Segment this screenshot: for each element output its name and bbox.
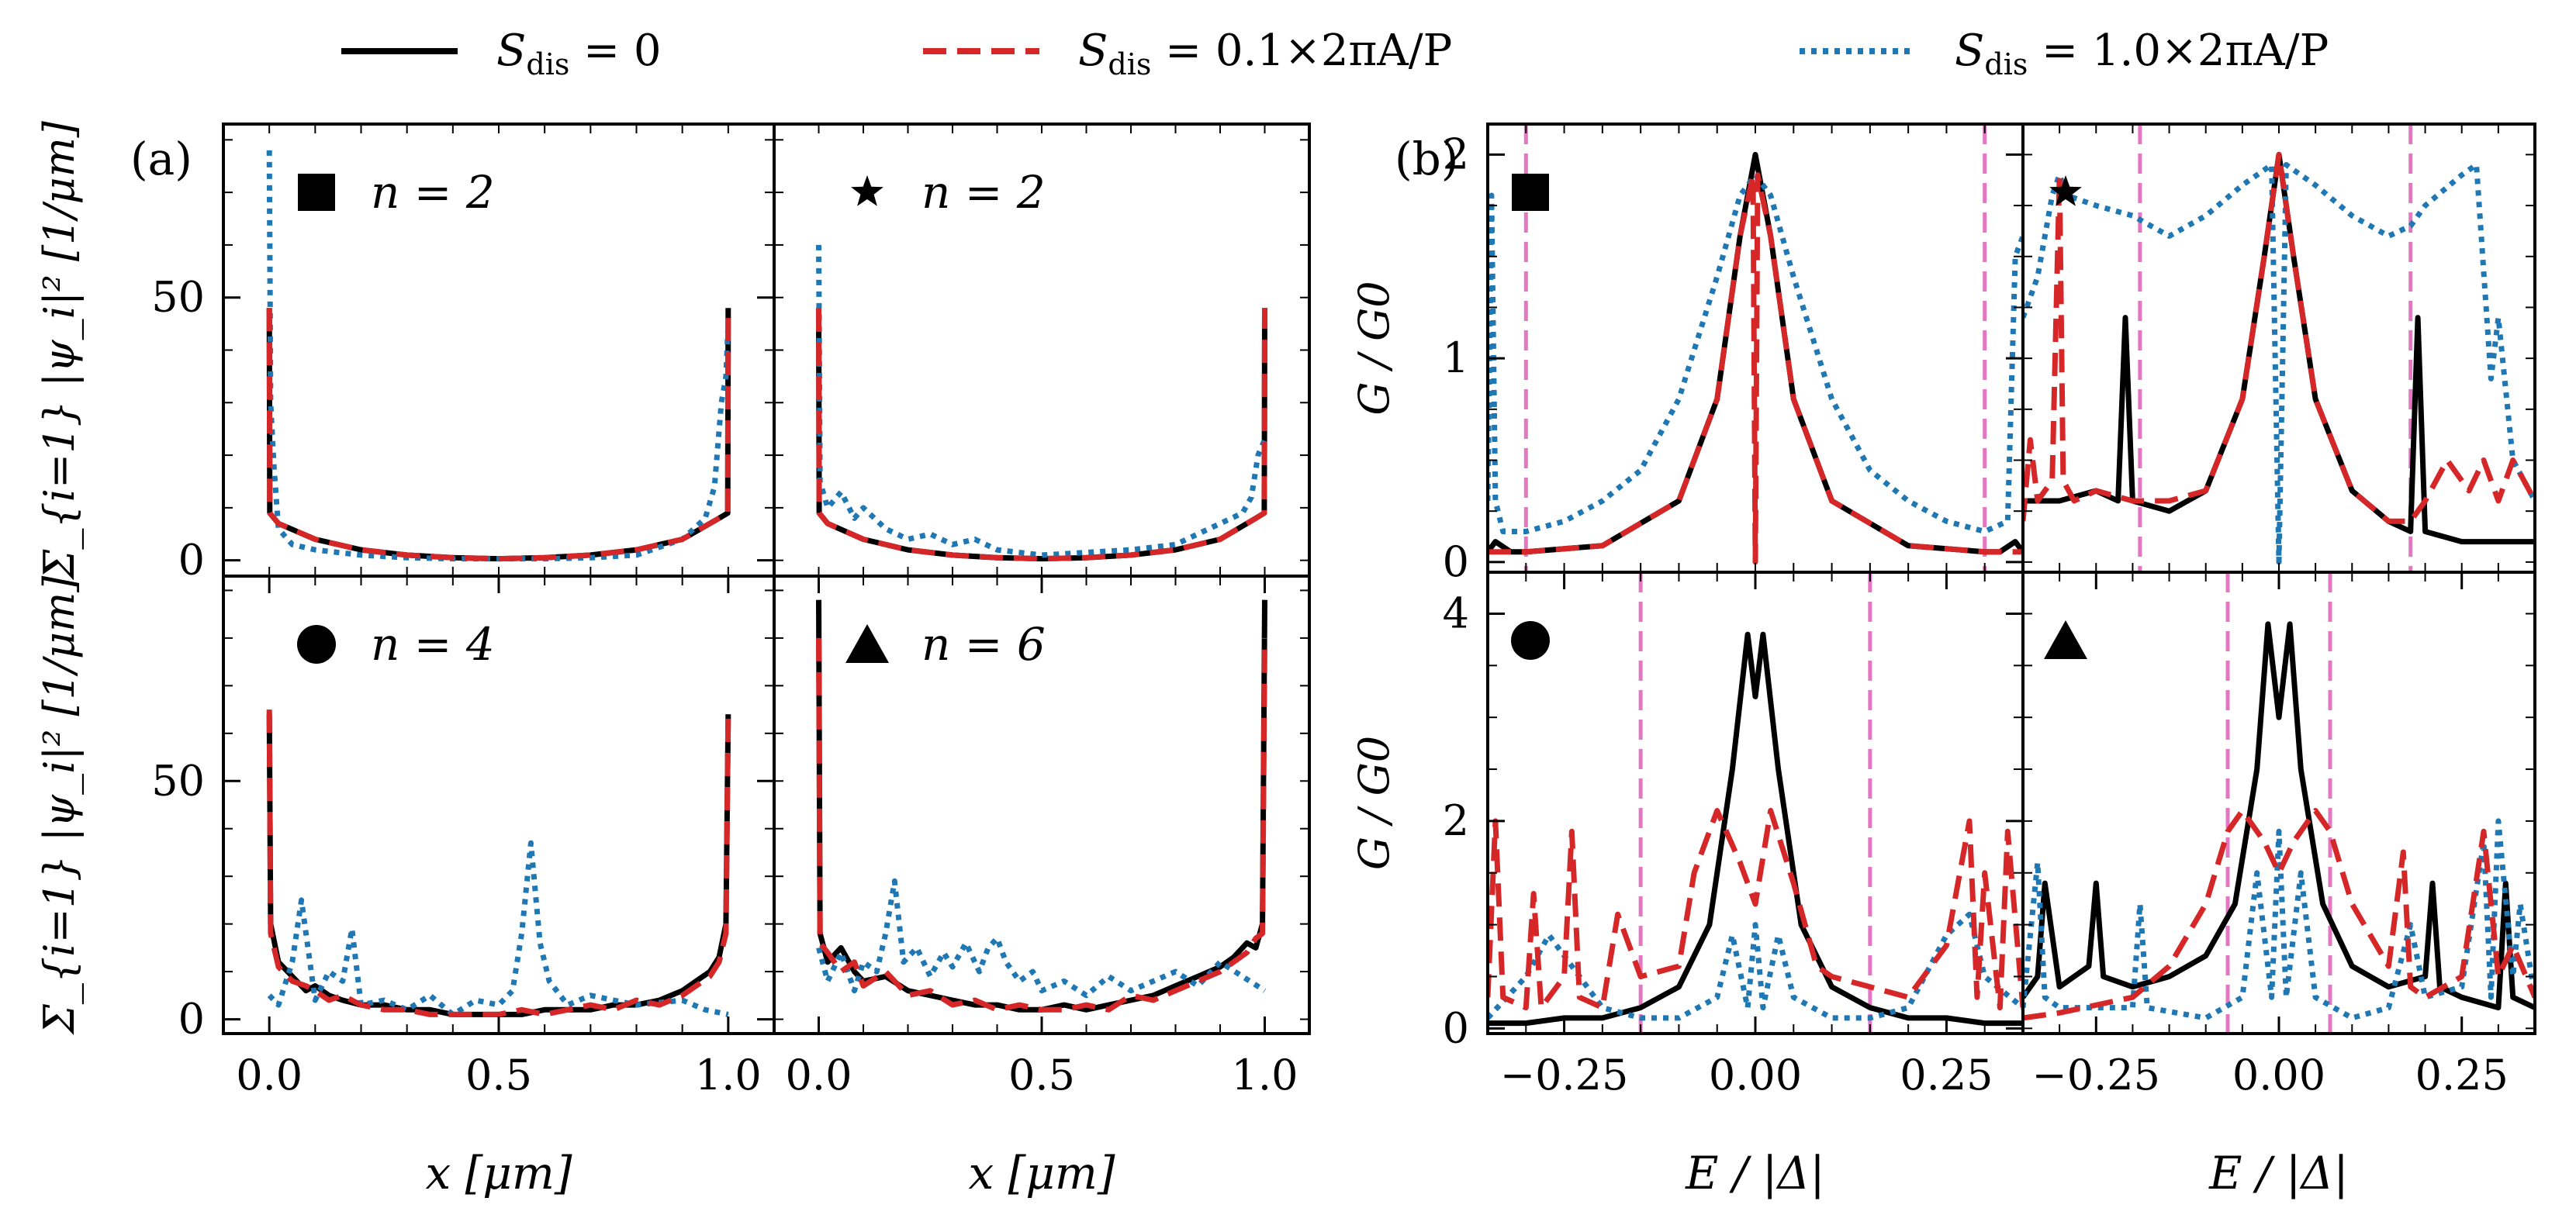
x-axis-label: E / |Δ|	[2208, 1147, 2349, 1199]
series-line-s2	[816, 878, 1267, 999]
series-line-s2	[266, 150, 731, 562]
x-axis-label: x [μm]	[968, 1147, 1115, 1199]
x-tick-label: 1.0	[1232, 1051, 1298, 1099]
y-tick-label: 1	[1443, 333, 1469, 382]
series-line-s1	[1488, 808, 2023, 1011]
y-tick-label: 2	[1443, 129, 1469, 178]
x-tick-label: 0.25	[2415, 1051, 2509, 1099]
panel-b-top-left: 0 1 2 G / G0 (b)	[1350, 123, 2024, 586]
series-line-s1	[2023, 808, 2535, 1021]
panel-label: (b)	[1395, 133, 1458, 185]
x-tick-label: 0.00	[1709, 1051, 1802, 1099]
series-line-s0	[816, 308, 1267, 562]
y-axis-label: Σ_{i=1} |ψ_i|² [1/μm]	[35, 120, 84, 581]
series-line-s1	[816, 637, 1267, 1013]
panel-a-top-left: 0 50 Σ_{i=1} |ψ_i|² [1/μm] (a) n = 2	[35, 120, 776, 585]
x-tick-label: 0.5	[1008, 1051, 1075, 1099]
y-tick-label: 0	[1443, 537, 1469, 586]
legend-label-s1: Sdis = 0.1×2πA/P	[1078, 26, 1452, 81]
series-line-s0	[266, 308, 731, 562]
panel-a-bottom-right: 0.0 0.5 1.0 x [μm] n = 6	[773, 575, 1311, 1199]
series-line-s2	[816, 244, 1267, 558]
panel-label: (a)	[130, 133, 192, 185]
x-tick-label: 0.25	[1900, 1051, 1993, 1099]
legend-label-s0: Sdis = 0	[496, 26, 662, 81]
panel-annotation: n = 6	[921, 618, 1046, 671]
series-line-s1	[266, 308, 731, 562]
series-line-s1	[266, 709, 731, 1017]
series-line-s2	[267, 840, 729, 1017]
x-tick-label: −0.25	[1500, 1051, 1628, 1099]
axes-frame	[1486, 571, 2024, 1035]
y-tick-label: 4	[1443, 589, 1469, 637]
series-line-s1	[2023, 151, 2535, 524]
series-line-s1	[1488, 172, 2023, 565]
x-tick-label: 0.5	[465, 1051, 532, 1099]
x-tick-label: 0.0	[786, 1051, 852, 1099]
x-tick-label: 0.0	[236, 1051, 303, 1099]
y-tick-label: 0	[178, 536, 205, 585]
y-axis-label: Σ_{i=1} |ψ_i|² [1/μm]	[35, 575, 84, 1036]
y-tick-label: 50	[151, 756, 205, 805]
panels: 0 50 Σ_{i=1} |ψ_i|² [1/μm] (a) n = 2 n = 2 0.0…	[35, 120, 2536, 1199]
y-tick-label: 50	[151, 273, 205, 322]
x-tick-label: 1.0	[695, 1051, 762, 1099]
panel-annotation: n = 2	[921, 166, 1046, 219]
star-marker-icon	[851, 175, 883, 206]
panel-b-top-right	[2021, 123, 2536, 574]
x-tick-label: −0.25	[2032, 1051, 2160, 1099]
series-line-s0	[2023, 621, 2535, 1011]
triangle-marker-icon	[845, 624, 889, 663]
series-line-s2	[2023, 162, 2535, 565]
circle-marker-icon	[1511, 621, 1550, 660]
y-axis-label: G / G0	[1350, 281, 1399, 415]
panel-a-bottom-left: 0.0 0.5 1.0 0 50 x [μm] Σ_{i=1} |ψ_i|² [1/μm] n…	[35, 575, 776, 1199]
x-axis-label: x [μm]	[425, 1147, 572, 1199]
panel-annotation: n = 4	[371, 618, 495, 671]
panel-a-top-right: n = 2	[773, 123, 1311, 578]
series-line-s1	[816, 308, 1267, 562]
legend-label-s2: Sdis = 1.0×2πA/P	[1955, 26, 2329, 81]
y-axis-label: G / G0	[1350, 736, 1399, 870]
series-line-s0	[266, 714, 731, 1017]
y-tick-label: 0	[1443, 1003, 1469, 1052]
panel-annotation: n = 2	[371, 166, 495, 219]
x-axis-label: E / |Δ|	[1685, 1147, 1825, 1199]
y-tick-label: 2	[1443, 796, 1469, 845]
triangle-marker-icon	[2044, 620, 2087, 659]
series-line-s2	[1488, 172, 2023, 534]
series-line-s0	[1488, 631, 2023, 1027]
x-tick-label: 0.00	[2232, 1051, 2325, 1099]
star-marker-icon	[2049, 175, 2082, 206]
legend: Sdis = 0 Sdis = 0.1×2πA/P Sdis = 1.0×2πA/P	[341, 26, 2329, 81]
square-marker-icon	[298, 174, 335, 211]
y-tick-label: 0	[178, 995, 205, 1044]
series-line-s2	[2023, 818, 2535, 1021]
square-marker-icon	[1512, 174, 1549, 211]
panel-b-bottom-left: −0.25 0.00 0.25 0 2 4 E / |Δ| G / G0	[1350, 571, 2024, 1199]
panel-b-bottom-right: −0.25 0.00 0.25 E / |Δ|	[2021, 571, 2536, 1199]
circle-marker-icon	[297, 625, 336, 664]
